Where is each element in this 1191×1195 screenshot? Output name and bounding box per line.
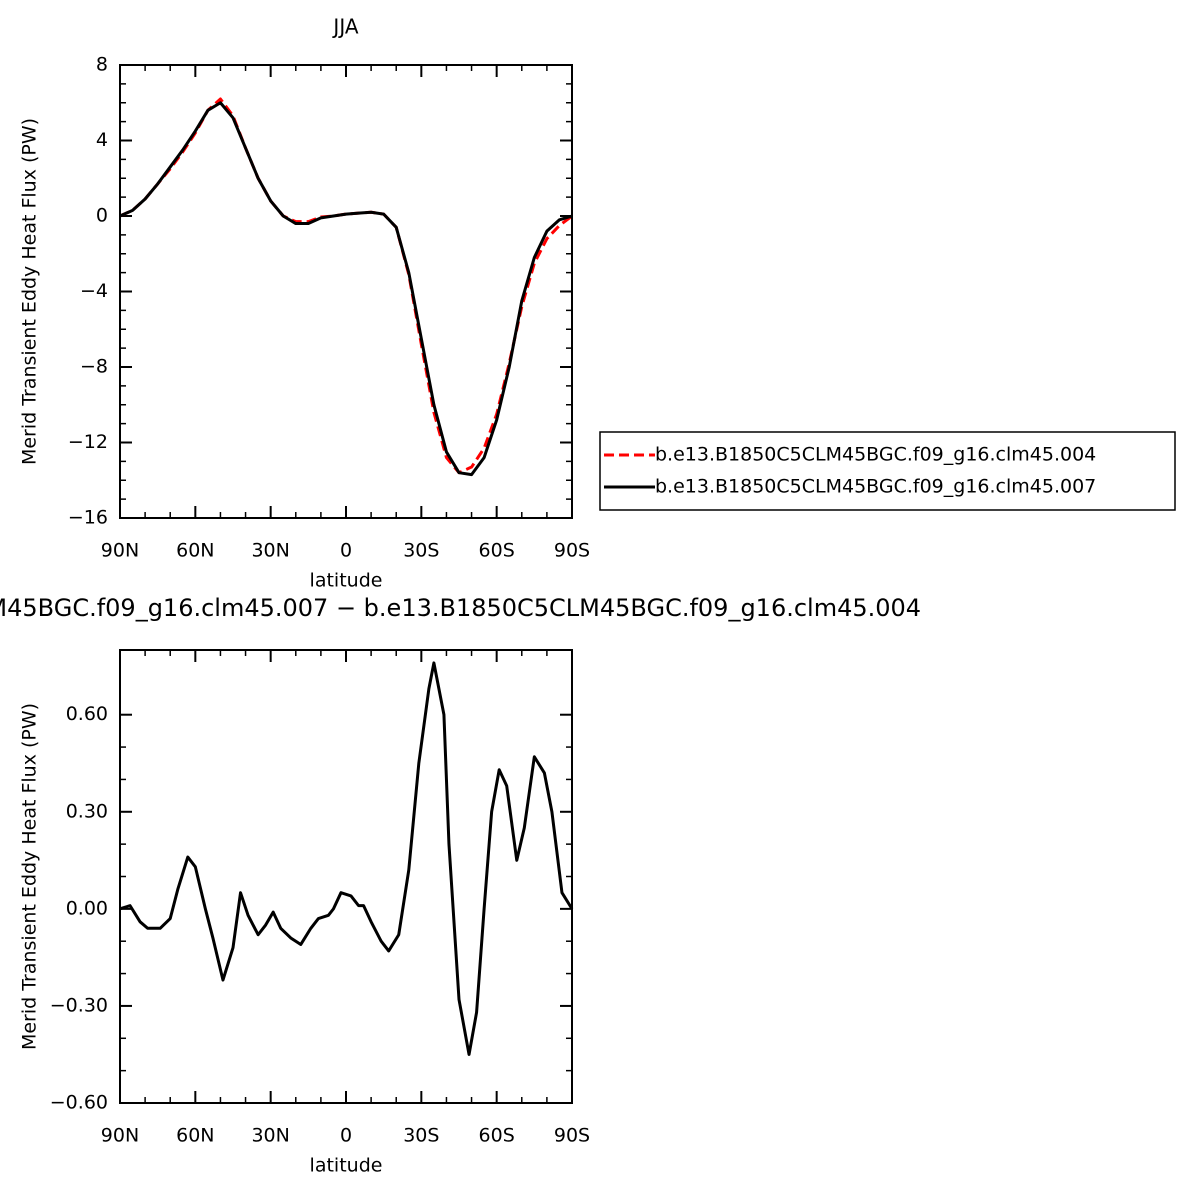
x-tick-label: 0	[340, 1125, 352, 1147]
y-tick-label: 0	[96, 205, 108, 227]
y-axis-label: Merid Transient Eddy Heat Flux (PW)	[19, 703, 41, 1050]
x-tick-label: 90S	[554, 540, 590, 562]
x-tick-label: 90S	[554, 1125, 590, 1147]
series-line	[119, 101, 573, 477]
legend-box	[599, 431, 1176, 511]
plot-frame	[119, 64, 573, 519]
x-tick-label: 30N	[251, 1125, 289, 1147]
y-tick-label: −4	[80, 280, 108, 302]
series-line	[119, 661, 574, 1056]
x-tick-label: 60S	[479, 1125, 515, 1147]
y-tick-label: −0.30	[50, 994, 108, 1016]
y-axis-label: Merid Transient Eddy Heat Flux (PW)	[19, 118, 41, 465]
y-tick-label: −12	[68, 431, 108, 453]
x-tick-label: 0	[340, 540, 352, 562]
plot-frame	[119, 649, 573, 1104]
y-tick-label: −8	[80, 356, 108, 378]
x-axis-label: latitude	[310, 1155, 383, 1177]
x-tick-label: 30S	[403, 1125, 439, 1147]
y-tick-label: 0.30	[66, 800, 108, 822]
x-tick-label: 60N	[176, 540, 214, 562]
y-tick-label: −0.60	[50, 1092, 108, 1114]
legend-label: b.e13.B1850C5CLM45BGC.f09_g16.clm45.004	[655, 444, 1096, 466]
chart-title: JJA	[331, 15, 358, 39]
x-tick-label: 90N	[101, 1125, 139, 1147]
x-tick-label: 60N	[176, 1125, 214, 1147]
y-tick-label: 8	[96, 54, 108, 76]
x-tick-label: 90N	[101, 540, 139, 562]
x-tick-label: 30S	[403, 540, 439, 562]
y-tick-label: 0.00	[66, 897, 108, 919]
legend-label: b.e13.B1850C5CLM45BGC.f09_g16.clm45.007	[655, 476, 1096, 498]
x-tick-label: 60S	[479, 540, 515, 562]
series-line	[119, 97, 573, 475]
chart-title: b.e13.B1850C5CLM45BGC.f09_g16.clm45.007 …	[0, 594, 921, 622]
y-tick-label: 4	[96, 129, 108, 151]
y-tick-label: 0.60	[66, 703, 108, 725]
x-tick-label: 30N	[251, 540, 289, 562]
y-tick-label: −16	[68, 507, 108, 529]
x-axis-label: latitude	[310, 570, 383, 592]
